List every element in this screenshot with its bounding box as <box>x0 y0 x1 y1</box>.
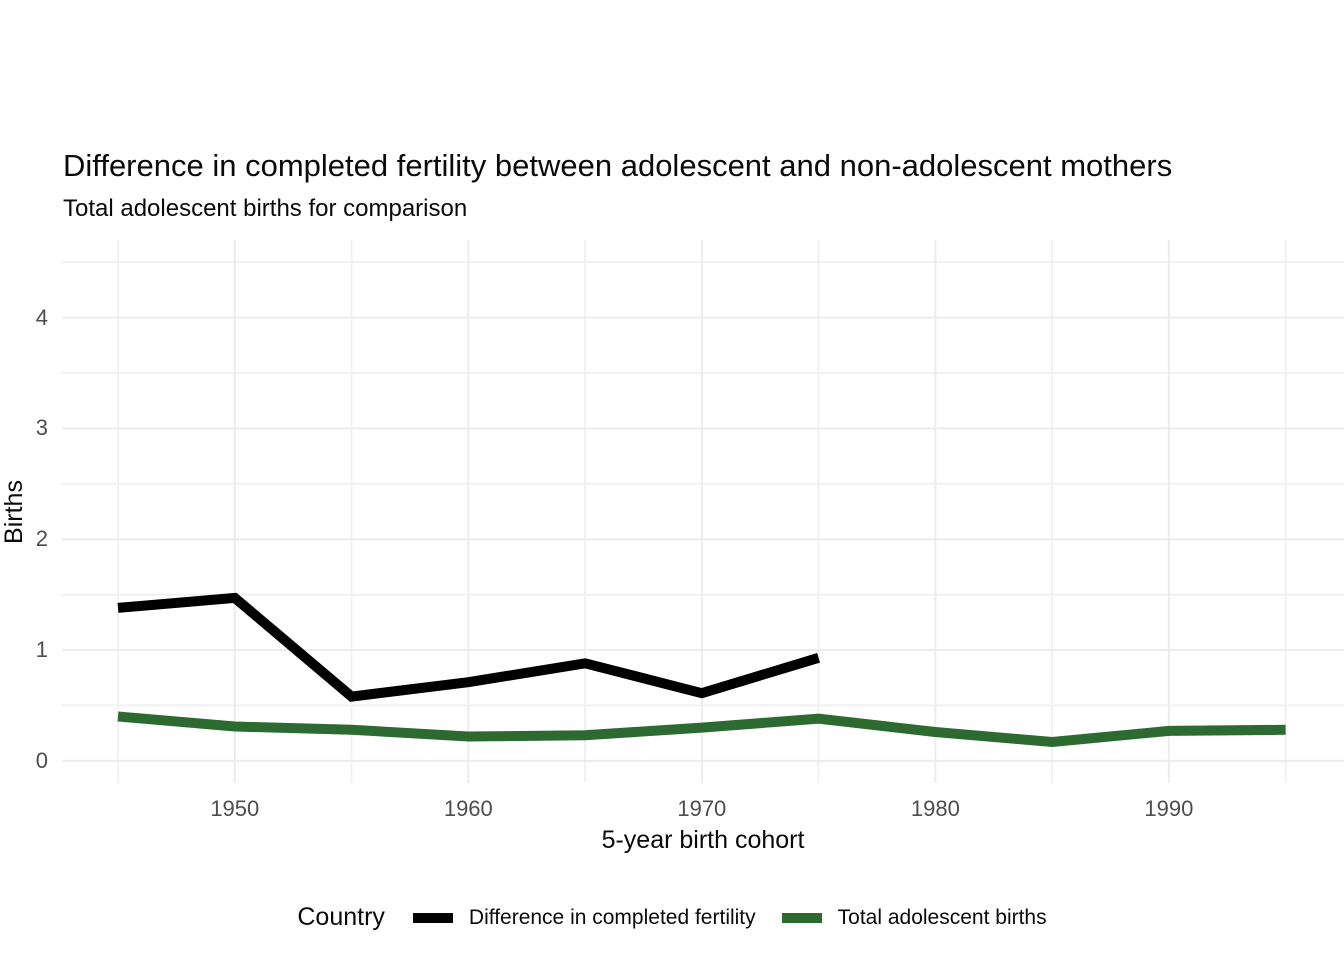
plot-canvas <box>62 240 1344 783</box>
x-axis-title: 5-year birth cohort <box>601 826 805 854</box>
legend-title: Country <box>297 903 385 931</box>
y-axis-title: Births <box>0 480 28 544</box>
legend-label-difference: Difference in completed fertility <box>468 905 756 929</box>
x-tick-label: 1960 <box>443 796 493 821</box>
y-tick-label: 3 <box>35 415 48 441</box>
legend-item-total-births: Total adolescent births <box>781 905 1047 930</box>
y-tick-label: 4 <box>35 304 48 330</box>
legend-swatch-difference-line-icon <box>412 912 453 923</box>
chart-title: Difference in completed fertility betwee… <box>63 148 1173 183</box>
series-line-0 <box>117 592 821 702</box>
x-tick-label: 1970 <box>677 796 727 821</box>
legend-label-total-births: Total adolescent births <box>837 905 1047 929</box>
y-axis-tick-labels: 0 1 2 3 4 <box>0 240 48 783</box>
plot-panel <box>62 240 1344 783</box>
series-line-1 <box>117 711 1286 748</box>
chart-subtitle: Total adolescent births for comparison <box>63 195 468 222</box>
x-tick-label: 1950 <box>210 796 260 821</box>
y-tick-label: 2 <box>35 526 48 552</box>
y-tick-label: 0 <box>35 747 48 773</box>
x-tick-label: 1980 <box>910 796 960 821</box>
legend-item-difference: Difference in completed fertility <box>412 905 756 930</box>
y-tick-label: 1 <box>35 637 48 663</box>
legend-swatch-total-births-line-icon <box>781 912 822 923</box>
legend: Country Difference in completed fertilit… <box>0 903 1344 932</box>
x-tick-label: 1990 <box>1144 796 1194 821</box>
x-axis-tick-labels: 1950 1960 1970 1980 1990 <box>62 796 1344 824</box>
